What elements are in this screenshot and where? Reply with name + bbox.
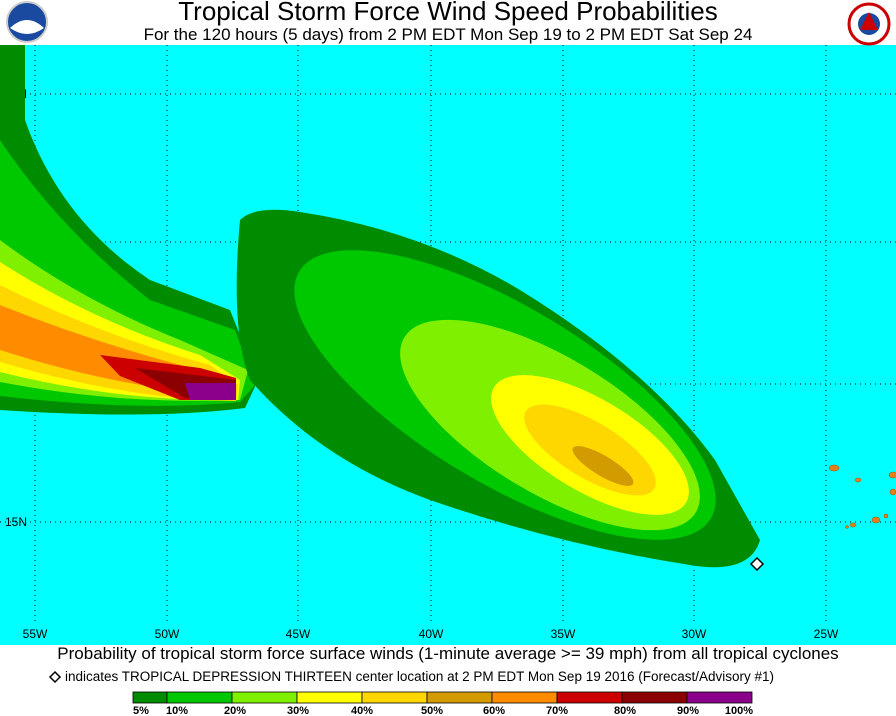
legend-label: 90%	[677, 705, 699, 716]
lon-label: 50W	[155, 627, 180, 641]
lon-label: 55W	[23, 627, 48, 641]
legend-label: 80%	[614, 705, 636, 716]
legend-swatch	[491, 691, 558, 704]
legend-swatch	[296, 691, 363, 704]
legend-label: 20%	[224, 705, 246, 716]
lon-label: 45W	[286, 627, 311, 641]
legend-swatch	[686, 691, 753, 704]
caption: Probability of tropical storm force surf…	[57, 644, 838, 663]
legend-label: 60%	[483, 705, 505, 716]
subtitle: For the 120 hours (5 days) from 2 PM EDT…	[144, 25, 753, 44]
legend-label: 40%	[351, 705, 373, 716]
probability-contour	[185, 383, 236, 400]
legend-swatch	[166, 691, 233, 704]
legend-swatch	[132, 691, 168, 704]
legend-label: 5%	[133, 705, 149, 716]
storm-center-key	[48, 670, 62, 684]
legend-label: 70%	[546, 705, 568, 716]
lon-label: 35W	[551, 627, 576, 641]
lon-label: 30W	[682, 627, 707, 641]
legend-swatch	[556, 691, 623, 704]
note: indicates TROPICAL DEPRESSION THIRTEEN c…	[65, 669, 774, 684]
legend-label: 10%	[166, 705, 188, 716]
probability-area-west	[0, 45, 258, 415]
legend-label: 100%	[725, 705, 753, 716]
legend-swatch	[361, 691, 428, 704]
legend-swatch	[426, 691, 493, 704]
legend-label: 50%	[421, 705, 443, 716]
probability-contour	[572, 446, 634, 486]
legend-label: 30%	[287, 705, 309, 716]
legend-swatch	[231, 691, 298, 704]
legend: 5% 10% 20% 30% 40% 50% 60% 70% 80% 90% 100%	[132, 691, 753, 716]
legend-swatch	[621, 691, 688, 704]
title: Tropical Storm Force Wind Speed Probabil…	[178, 0, 717, 26]
lon-label: 40W	[419, 627, 444, 641]
lat-label: 15N	[5, 515, 27, 529]
islands	[828, 464, 896, 529]
storm-center	[749, 556, 765, 572]
probability-area-east	[236, 209, 760, 568]
lon-label: 25W	[814, 627, 839, 641]
noaa-logo	[6, 1, 48, 43]
nws-logo	[847, 2, 891, 46]
